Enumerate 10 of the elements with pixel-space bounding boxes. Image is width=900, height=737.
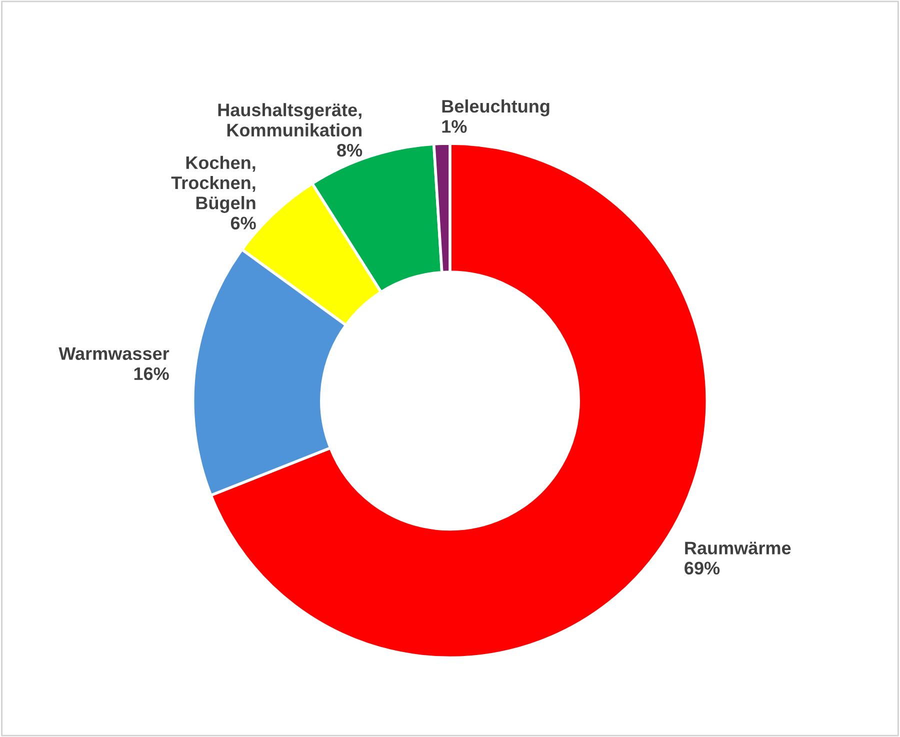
- data-label: 69%: [684, 562, 720, 575]
- data-label: 16%: [134, 367, 169, 380]
- data-label: 1%: [442, 120, 467, 133]
- slice-label: Warmwasser: [58, 347, 170, 360]
- slice-label: Haushaltsgeräte, Kommunikation: [218, 103, 362, 137]
- data-label: 6%: [230, 216, 256, 230]
- data-label: 8%: [337, 144, 362, 157]
- slice-label: Kochen, Trocknen, Bügeln: [171, 156, 256, 213]
- slice-label: Beleuchtung: [442, 99, 550, 116]
- slice-label: Raumwärme: [685, 542, 791, 554]
